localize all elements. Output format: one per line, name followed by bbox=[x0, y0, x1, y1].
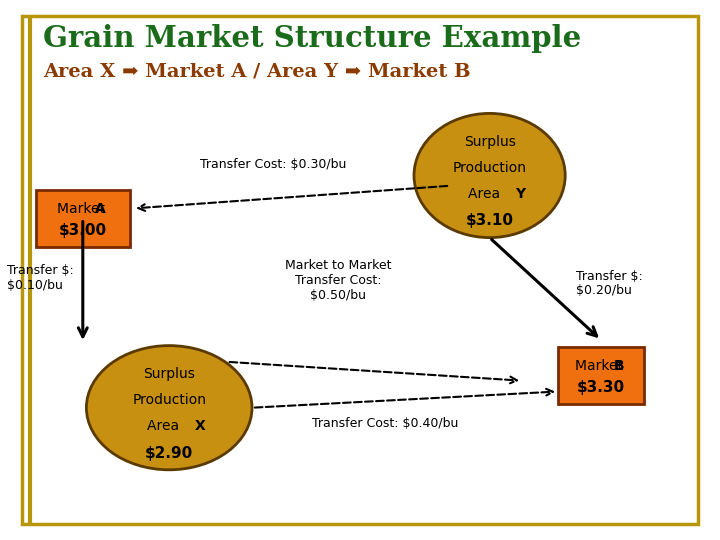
Text: B: B bbox=[614, 359, 624, 373]
Text: Production: Production bbox=[453, 161, 526, 175]
Text: Market to Market
Transfer Cost:
$0.50/bu: Market to Market Transfer Cost: $0.50/bu bbox=[285, 259, 392, 302]
Text: Transfer $:
$0.20/bu: Transfer $: $0.20/bu bbox=[576, 269, 643, 298]
Ellipse shape bbox=[414, 113, 565, 238]
Text: Area: Area bbox=[468, 187, 504, 201]
FancyBboxPatch shape bbox=[36, 191, 130, 247]
Text: Transfer Cost: $0.30/bu: Transfer Cost: $0.30/bu bbox=[200, 158, 347, 171]
Text: $3.30: $3.30 bbox=[577, 380, 625, 395]
Text: X: X bbox=[194, 419, 205, 433]
FancyBboxPatch shape bbox=[558, 347, 644, 404]
Text: $3.10: $3.10 bbox=[466, 213, 513, 228]
Text: Y: Y bbox=[515, 187, 525, 201]
Text: Market: Market bbox=[57, 202, 109, 216]
Text: Market: Market bbox=[575, 359, 627, 373]
Text: Area: Area bbox=[148, 419, 184, 433]
Text: Production: Production bbox=[132, 393, 206, 407]
Ellipse shape bbox=[86, 346, 252, 470]
Text: Transfer Cost: $0.40/bu: Transfer Cost: $0.40/bu bbox=[312, 417, 459, 430]
Text: Surplus: Surplus bbox=[143, 367, 195, 381]
Text: $2.90: $2.90 bbox=[145, 446, 194, 461]
Text: Transfer $:
$0.10/bu: Transfer $: $0.10/bu bbox=[7, 264, 74, 292]
Text: A: A bbox=[96, 202, 106, 216]
Text: Grain Market Structure Example: Grain Market Structure Example bbox=[43, 24, 582, 53]
Text: $3.00: $3.00 bbox=[59, 223, 107, 238]
Text: Surplus: Surplus bbox=[464, 135, 516, 149]
Text: Area X ➡ Market A / Area Y ➡ Market B: Area X ➡ Market A / Area Y ➡ Market B bbox=[43, 62, 471, 80]
